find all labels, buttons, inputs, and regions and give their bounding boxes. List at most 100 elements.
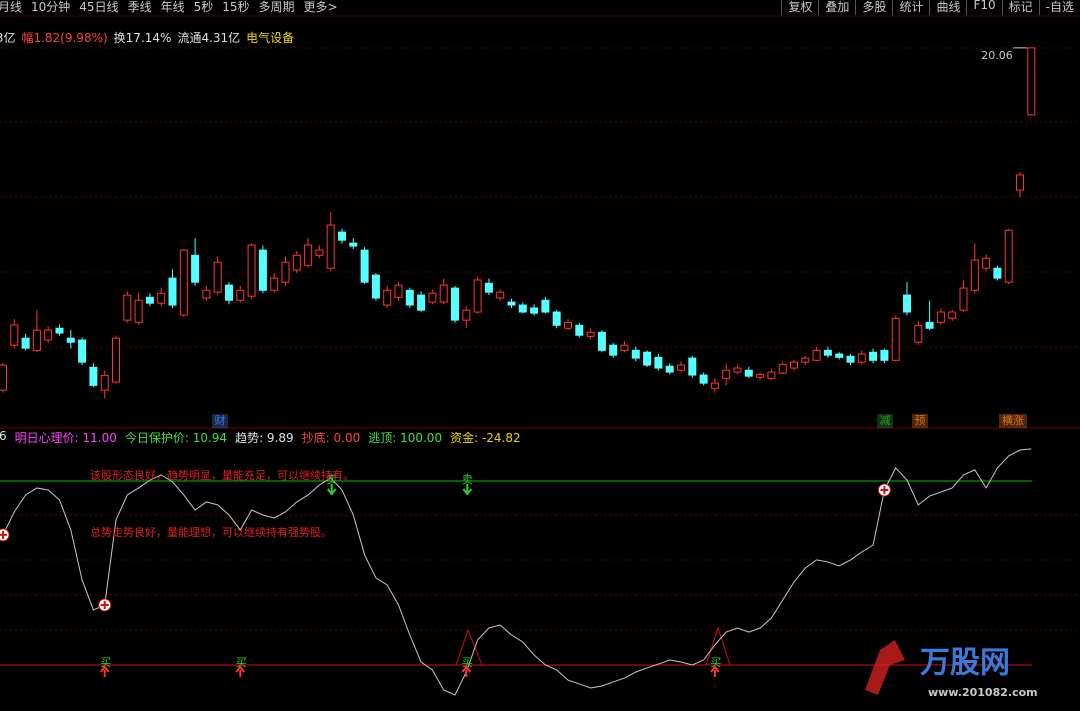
candle-body [44, 329, 53, 341]
period-button[interactable]: 5秒 [193, 0, 214, 14]
tool-button[interactable]: -自选 [1038, 0, 1080, 15]
candle-body [1027, 47, 1036, 116]
candle-body [552, 311, 561, 326]
info-item: .3亿 [0, 31, 16, 45]
candle-body [1004, 229, 1013, 283]
candle-body [439, 284, 448, 303]
candle-body [507, 301, 516, 306]
candle-body [55, 327, 64, 334]
buy-arrow [235, 665, 246, 677]
candle-body [349, 242, 358, 247]
candle-body [541, 299, 550, 313]
period-button[interactable]: 15秒 [222, 0, 250, 14]
period-button[interactable]: 更多> [303, 0, 338, 14]
sell-arrow [326, 484, 337, 496]
candle-body [496, 291, 505, 299]
candle-body [78, 339, 87, 363]
candle-body [586, 331, 595, 337]
period-button[interactable]: 季线 [127, 0, 152, 14]
candle-body [744, 369, 753, 377]
annotation: 总势走势良好，量能理想，可以继续持有强势股。 [90, 525, 332, 539]
buy-label: 买 [710, 656, 721, 669]
candle-body [677, 364, 685, 371]
indicator-line [2, 448, 1032, 696]
candle-body [112, 337, 120, 383]
candle-body [247, 244, 256, 297]
indicator-value: 明日心理价: 11.00 [14, 431, 117, 445]
candle-body [631, 349, 640, 359]
candle-body [462, 309, 471, 321]
hold-plus [880, 485, 889, 494]
candle-body [292, 254, 301, 271]
badge-bg [999, 414, 1027, 428]
info-item: 换17.14% [113, 31, 172, 45]
candle-body [733, 367, 742, 373]
hold-marker [98, 598, 112, 612]
info-item: 电气设备 [246, 31, 295, 45]
candle-body [21, 337, 30, 349]
candle-body [903, 294, 911, 313]
tool-button[interactable]: 曲线 [929, 0, 966, 15]
info-item: 幅1.82(9.98%) [21, 31, 108, 45]
candle-body [157, 292, 166, 304]
candle-body [925, 321, 934, 329]
candle-body [823, 349, 832, 356]
period-button[interactable]: 10分钟 [31, 0, 71, 14]
candle-body [405, 289, 414, 306]
tool-button[interactable]: 叠加 [818, 0, 855, 15]
period-button[interactable]: 多周期 [258, 0, 295, 14]
candle-body [236, 289, 245, 301]
badge-bg [912, 414, 928, 428]
candle-body [484, 282, 493, 293]
tool-button[interactable]: F10 [966, 0, 1001, 15]
candle-body [846, 355, 855, 363]
candle-body [790, 361, 798, 369]
hold-plus [0, 530, 7, 539]
candle-body [0, 364, 7, 391]
candle-body [688, 357, 697, 376]
badge: 财 [215, 413, 226, 427]
candle-body [767, 371, 776, 379]
candle-body [100, 374, 109, 391]
watermark-url: www.201082.com [928, 686, 1038, 699]
candle-body [564, 321, 572, 329]
candle-body [609, 344, 618, 356]
candle-body [812, 349, 821, 361]
period-button[interactable]: 45日线 [79, 0, 119, 14]
period-button[interactable]: 月线 [0, 0, 23, 14]
candle-body [1016, 174, 1024, 191]
candle-body [620, 344, 629, 351]
tool-button[interactable]: 统计 [892, 0, 929, 15]
tool-button[interactable]: 复权 [781, 0, 818, 15]
candle-body [168, 277, 177, 306]
tool-button[interactable]: 标记 [1001, 0, 1039, 15]
candle-body [801, 357, 810, 363]
candle-body [383, 289, 392, 306]
buy-label: 买 [462, 656, 473, 669]
candle-body [722, 369, 731, 379]
period-button[interactable]: 年线 [160, 0, 185, 14]
hold-marker [0, 528, 10, 542]
candle-body [699, 374, 708, 384]
candle-body [32, 329, 41, 351]
candle-body [597, 331, 606, 351]
candle-body [191, 254, 200, 283]
candle-body [575, 324, 584, 336]
candle-body [665, 365, 674, 373]
candle-body [213, 261, 222, 293]
candle-body [326, 224, 335, 269]
candle-body [258, 249, 267, 291]
candle-body [338, 231, 346, 241]
candle-body [654, 356, 663, 369]
tool-button[interactable]: 多股 [855, 0, 892, 15]
annotation: 该股形态良好，趋势明显，量能充足，可以继续持有。 [90, 468, 354, 482]
candle-body [145, 296, 154, 304]
signal-spikes [455, 626, 731, 666]
max-price-label: 20.06 [981, 49, 1013, 62]
candle-body [202, 289, 211, 299]
candle-body [970, 259, 979, 291]
watermark-name: 万股网 [920, 646, 1010, 681]
